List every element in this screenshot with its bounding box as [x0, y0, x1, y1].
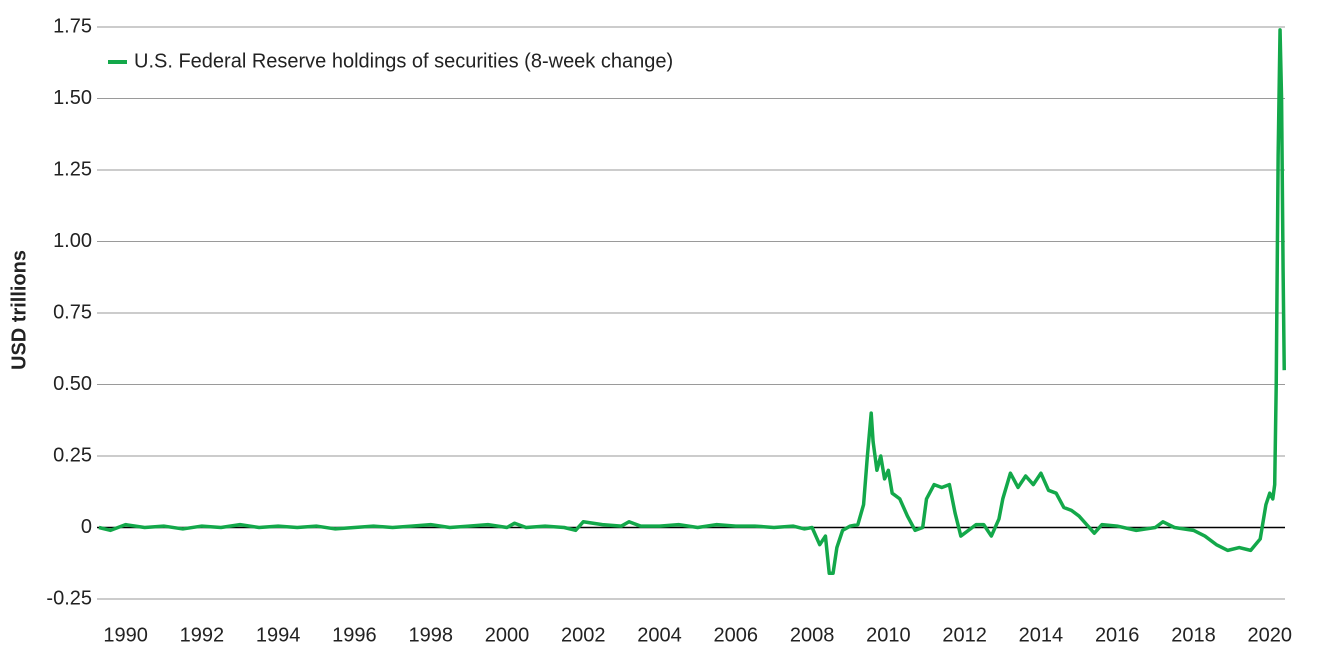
- x-tick-label: 2004: [637, 624, 682, 646]
- y-tick-label: 1.00: [53, 230, 92, 252]
- x-tick-label: 2002: [561, 624, 606, 646]
- x-tick-label: 1996: [332, 624, 377, 646]
- x-tick-label: 2020: [1247, 624, 1292, 646]
- x-tick-label: 1992: [180, 624, 225, 646]
- y-tick-label: 0.75: [53, 301, 92, 323]
- data-line: [98, 28, 1286, 576]
- x-tick-label: 2006: [714, 624, 759, 646]
- y-tick-label: 0.50: [53, 373, 92, 395]
- x-tick-label: 2010: [866, 624, 911, 646]
- y-tick-label: 1.75: [53, 15, 92, 37]
- legend-label: U.S. Federal Reserve holdings of securit…: [134, 50, 673, 72]
- x-tick-label: 1994: [256, 624, 301, 646]
- x-tick-label: 2000: [485, 624, 530, 646]
- x-tick-label: 2014: [1019, 624, 1064, 646]
- x-tick-label: 2012: [942, 624, 987, 646]
- x-tick-label: 2018: [1171, 624, 1216, 646]
- x-tick-label: 2016: [1095, 624, 1140, 646]
- x-tick-label: 1998: [408, 624, 453, 646]
- y-tick-label: -0.25: [46, 587, 92, 609]
- y-tick-label: 0: [81, 516, 92, 538]
- y-tick-label: 0.25: [53, 444, 92, 466]
- y-tick-label: 1.25: [53, 158, 92, 180]
- x-tick-label: 2008: [790, 624, 835, 646]
- x-tick-label: 1990: [103, 624, 148, 646]
- y-tick-label: 1.50: [53, 87, 92, 109]
- y-axis-label: USD trillions: [8, 250, 30, 370]
